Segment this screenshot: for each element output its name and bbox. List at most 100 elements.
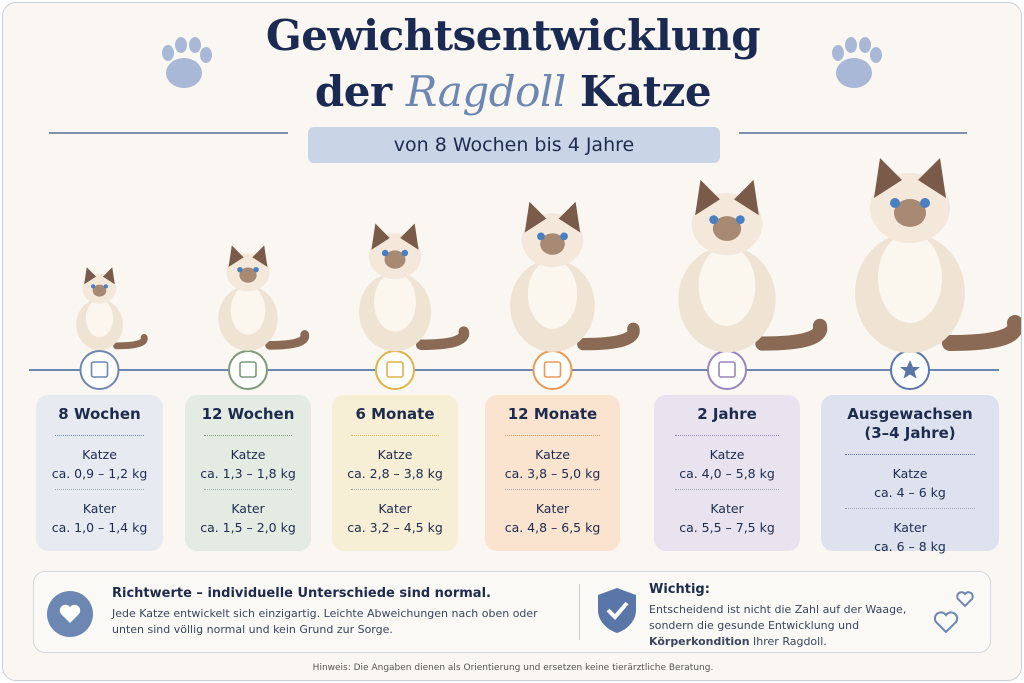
female-weight: ca. 1,3 – 1,8 kg [200, 466, 296, 481]
cat-tail [755, 318, 828, 351]
male-label: Kater [893, 520, 927, 535]
stage-label: 12 Monate [507, 405, 598, 423]
calendar [543, 361, 562, 378]
timeline-icon [532, 350, 573, 390]
male-label: Kater [82, 501, 117, 516]
cat [358, 223, 470, 352]
cat-chest [698, 246, 756, 326]
male-label: Kater [378, 501, 412, 516]
stage-card: 8 Wochen Katze ca. 0,9 – 1,2 kg Kater ca. 1,… [36, 395, 163, 551]
heart-icon [47, 591, 93, 637]
text: Ihrer Ragdoll. [753, 635, 827, 648]
stage-label: 6 Monate [355, 405, 435, 423]
male-label: Kater [710, 501, 744, 516]
info-text: Entscheidend ist nicht die Zahl auf der … [649, 602, 929, 650]
cat-eye [103, 284, 108, 289]
calendar [386, 361, 404, 378]
cat-tail [942, 315, 1021, 351]
cat-eye [381, 249, 389, 257]
male-weight: ca. 1,5 – 2,0 kg [200, 520, 296, 535]
male-weight: ca. 6 – 8 kg [874, 539, 946, 554]
cat-mask [540, 233, 565, 255]
cat-ears [228, 245, 268, 267]
cat [218, 245, 310, 351]
info-left: Richtwerte – individuelle Unterschiede s… [112, 586, 572, 638]
cat-mask [712, 216, 742, 241]
subtitle: von 8 Wochen bis 4 Jahre [308, 127, 720, 163]
cat [510, 201, 640, 352]
cat-eye [237, 267, 243, 273]
cat-eye [401, 249, 409, 257]
cat-tail [265, 330, 310, 350]
separator [55, 489, 144, 490]
stage-label: 8 Wochen [58, 405, 141, 423]
female-weight: ca. 4 – 6 kg [874, 485, 946, 500]
title-word: der [314, 67, 392, 116]
female-label: Katze [230, 447, 266, 462]
separator [55, 435, 144, 436]
info-text: Jede Katze entwickelt sich einzigartig. … [112, 607, 538, 636]
stage-card: 2 Jahre Katze ca. 4,0 – 5,8 kg Kater ca. 5,5… [654, 395, 800, 551]
text: Entscheidend ist nicht die Zahl auf der … [649, 603, 907, 632]
cat-chest [230, 285, 266, 335]
female-weight: ca. 4,0 – 5,8 kg [679, 466, 775, 481]
separator [504, 489, 601, 490]
cat [855, 158, 1021, 353]
cat-ears [695, 179, 759, 216]
male-weight: ca. 1,0 – 1,4 kg [51, 520, 148, 535]
info-heading: Richtwerte – individuelle Unterschiede s… [112, 586, 491, 601]
female-weight: ca. 2,8 – 3,8 kg [347, 466, 443, 481]
cat-chest [374, 272, 416, 332]
male-label: Kater [231, 501, 265, 516]
cat-chest [878, 233, 942, 323]
cat-eye [537, 232, 545, 241]
hearts [933, 591, 974, 634]
calendar [718, 361, 736, 378]
separator [204, 435, 292, 436]
cat-eye [253, 267, 259, 273]
separator [845, 454, 975, 455]
stage-card: Ausgewachsen (3–4 Jahre) Katze ca. 4 – 6 k… [821, 395, 999, 554]
cat-tail [415, 326, 470, 350]
cat-eye [920, 198, 930, 208]
cat-ears [524, 201, 581, 233]
female-label: Katze [377, 447, 413, 462]
separator [845, 508, 975, 509]
footnote: Hinweis: Die Angaben dienen als Orientie… [312, 663, 714, 673]
male-label: Kater [535, 501, 570, 516]
cat-ears [371, 223, 419, 250]
separator [204, 489, 292, 490]
cat-tail [577, 322, 640, 351]
shield-icon [598, 588, 636, 633]
title-line1: Gewichtsentwicklung [265, 11, 761, 60]
female-label: Katze [82, 447, 117, 462]
stage-card: 12 Wochen Katze ca. 1,3 – 1,8 kg Kater ca. 1… [185, 395, 311, 551]
stage-label: Ausgewachsen (3–4 Jahre) [847, 405, 973, 442]
paw-right [832, 37, 882, 88]
male-weight: ca. 3,2 – 4,5 kg [347, 520, 443, 535]
title-highlight: Ragdoll [405, 67, 567, 116]
timeline-icon [228, 350, 268, 390]
cat-mask [239, 267, 257, 283]
cat-eye [890, 198, 900, 208]
separator [351, 435, 439, 436]
info-panel: Richtwerte – individuelle Unterschiede s… [33, 571, 991, 653]
cat-eye [709, 215, 719, 225]
separator [675, 489, 779, 490]
paw-left [162, 37, 212, 88]
female-weight: ca. 0,9 – 1,2 kg [51, 466, 148, 481]
cat-eye [735, 215, 745, 225]
separator [675, 435, 779, 436]
cat-chest [527, 259, 578, 329]
cat [678, 179, 828, 353]
female-label: Katze [535, 447, 570, 462]
star [900, 360, 920, 379]
divider [579, 584, 580, 640]
cat-tail [113, 333, 148, 350]
stage-label: 2 Jahre [697, 405, 757, 423]
timeline-icon [375, 350, 415, 390]
cat-mask [92, 284, 107, 297]
cat-mask [894, 199, 926, 227]
